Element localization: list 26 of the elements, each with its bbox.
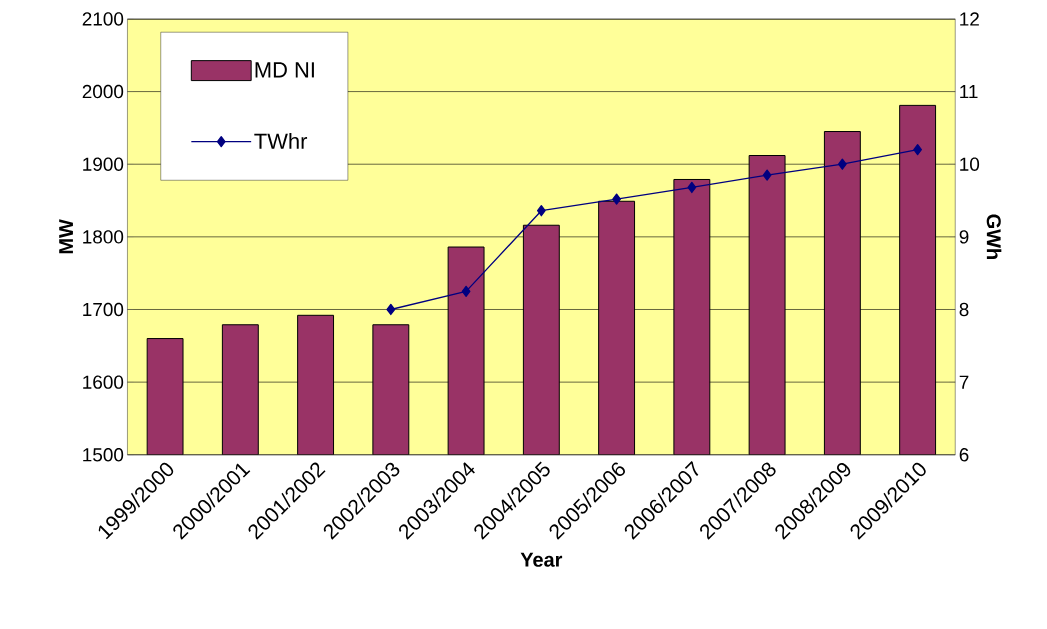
y2-tick-label: 7: [959, 375, 969, 389]
y2-tick-label: 9: [959, 229, 969, 244]
y2-tick-label: 8: [959, 302, 969, 317]
point: [386, 303, 396, 315]
y2-tick-label: 10: [960, 157, 980, 171]
y2-tick-label: 11: [960, 84, 978, 98]
point: [762, 169, 772, 181]
y-axis-title: MW: [59, 219, 73, 254]
y-tick-label: 1800: [83, 229, 124, 244]
y-tick-label: 1700: [83, 302, 124, 317]
point: [461, 285, 471, 297]
legend-label: MD NI: [255, 62, 314, 78]
y-tick-label: 1500: [83, 447, 124, 462]
y2-axis-title: GWh: [986, 214, 1002, 259]
y-tick-label: 1600: [83, 375, 124, 389]
y-tick-label: 1900: [83, 157, 124, 171]
y-tick-label: 2000: [82, 84, 124, 99]
y2-tick-label: 12: [960, 12, 979, 26]
x-axis-title: Year: [520, 552, 563, 567]
point: [612, 193, 621, 205]
y2-tick-label: 6: [959, 447, 969, 462]
legend-label: TWhr: [254, 132, 308, 149]
point: [536, 204, 546, 217]
point: [837, 158, 847, 170]
point: [687, 181, 697, 193]
y-tick-label: 2100: [82, 12, 124, 26]
